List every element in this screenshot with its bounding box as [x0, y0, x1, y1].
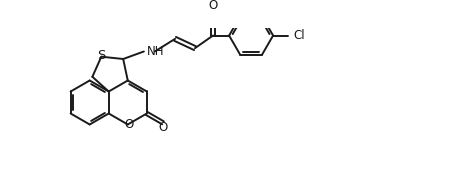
Text: O: O	[159, 121, 168, 134]
Text: O: O	[208, 0, 218, 11]
Text: NH: NH	[147, 45, 165, 58]
Text: S: S	[97, 49, 106, 62]
Text: Cl: Cl	[294, 29, 305, 42]
Text: O: O	[124, 118, 133, 131]
